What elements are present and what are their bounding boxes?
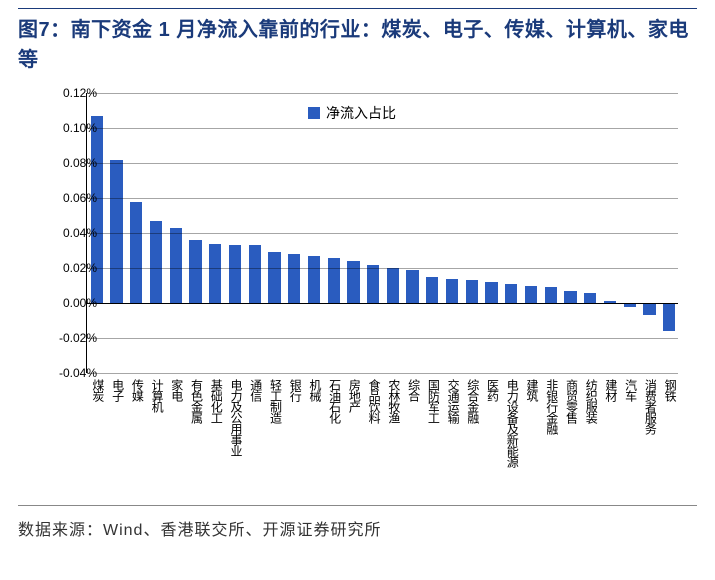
x-tick-label: 交通运输 xyxy=(445,379,462,423)
bar xyxy=(110,160,122,304)
legend-label: 净流入占比 xyxy=(326,103,396,123)
bar xyxy=(505,284,517,303)
bar xyxy=(189,240,201,303)
y-tick-label: 0.10% xyxy=(37,121,97,135)
x-tick-label: 食品饮料 xyxy=(366,379,383,423)
gridline xyxy=(87,128,678,129)
bar xyxy=(426,277,438,303)
x-tick-label: 家电 xyxy=(169,379,186,401)
x-tick-label: 农林牧渔 xyxy=(386,379,403,423)
bar xyxy=(229,245,241,303)
x-tick-label: 非银行金融 xyxy=(544,379,561,434)
source-line: 数据来源：Wind、香港联交所、开源证券研究所 xyxy=(18,516,697,540)
bar xyxy=(643,303,655,315)
gridline xyxy=(87,338,678,339)
bar xyxy=(446,279,458,304)
y-tick-label: 0.06% xyxy=(37,191,97,205)
gridline xyxy=(87,303,678,304)
bar xyxy=(328,258,340,304)
y-tick-label: 0.02% xyxy=(37,261,97,275)
x-tick-label: 轻工制造 xyxy=(267,379,284,423)
chart-area: 净流入占比 0.12% 0.10% 0.08% 0.06% 0.04% 0.02% 0.00… xyxy=(18,83,697,503)
legend: 净流入占比 xyxy=(308,103,396,123)
gridline xyxy=(87,93,678,94)
y-tick-label: 0.12% xyxy=(37,86,97,100)
x-tick-label: 机械 xyxy=(307,379,324,401)
x-tick-label: 医药 xyxy=(485,379,502,401)
x-tick-label: 电力设备及新能源 xyxy=(504,379,521,467)
source-container: 数据来源：Wind、香港联交所、开源证券研究所 xyxy=(18,505,697,540)
x-tick-label: 石油石化 xyxy=(327,379,344,423)
gridline xyxy=(87,198,678,199)
bar xyxy=(130,202,142,304)
bar xyxy=(170,228,182,303)
x-tick-label: 煤炭 xyxy=(90,379,107,401)
x-tick-label: 综合金融 xyxy=(465,379,482,423)
x-tick-label: 传媒 xyxy=(129,379,146,401)
x-tick-label: 电子 xyxy=(110,379,127,401)
x-tick-label: 通信 xyxy=(248,379,265,401)
x-tick-label: 消费者服务 xyxy=(642,379,659,434)
bar xyxy=(584,293,596,304)
x-tick-label: 建筑 xyxy=(524,379,541,401)
y-tick-label: -0.02% xyxy=(37,331,97,345)
x-tick-label: 国防军工 xyxy=(425,379,442,423)
gridline xyxy=(87,233,678,234)
bar xyxy=(466,280,478,303)
y-tick-label: 0.08% xyxy=(37,156,97,170)
x-tick-label: 商贸零售 xyxy=(563,379,580,423)
plot-region xyxy=(86,93,678,373)
x-tick-label: 基础化工 xyxy=(208,379,225,423)
x-tick-label: 计算机 xyxy=(149,379,166,412)
bar xyxy=(288,254,300,303)
x-tick-label: 综合 xyxy=(406,379,423,401)
bar xyxy=(564,291,576,303)
y-tick-label: 0.00% xyxy=(37,296,97,310)
x-tick-label: 建材 xyxy=(603,379,620,401)
bar xyxy=(249,245,261,303)
title-container: 图7：南下资金 1 月净流入靠前的行业：煤炭、电子、传媒、计算机、家电等 xyxy=(18,8,697,79)
bar xyxy=(525,286,537,304)
gridline xyxy=(87,163,678,164)
x-tick-label: 银行 xyxy=(287,379,304,401)
x-tick-label: 汽车 xyxy=(623,379,640,401)
x-tick-label: 房地产 xyxy=(346,379,363,412)
x-tick-label: 钢铁 xyxy=(662,379,679,401)
bar xyxy=(485,282,497,303)
y-tick-label: 0.04% xyxy=(37,226,97,240)
gridline xyxy=(87,373,678,374)
bar xyxy=(387,268,399,303)
gridline xyxy=(87,268,678,269)
x-tick-label: 纺织服装 xyxy=(583,379,600,423)
legend-swatch xyxy=(308,107,320,119)
bar xyxy=(268,252,280,303)
bar xyxy=(367,265,379,304)
x-tick-label: 电力及公用事业 xyxy=(228,379,245,456)
chart-title: 图7：南下资金 1 月净流入靠前的行业：煤炭、电子、传媒、计算机、家电等 xyxy=(18,15,697,75)
bar xyxy=(545,287,557,303)
bar xyxy=(663,303,675,331)
bar xyxy=(308,256,320,303)
bar xyxy=(209,244,221,304)
y-tick-label: -0.04% xyxy=(37,366,97,380)
x-tick-label: 有色金属 xyxy=(189,379,206,423)
bar xyxy=(406,270,418,303)
